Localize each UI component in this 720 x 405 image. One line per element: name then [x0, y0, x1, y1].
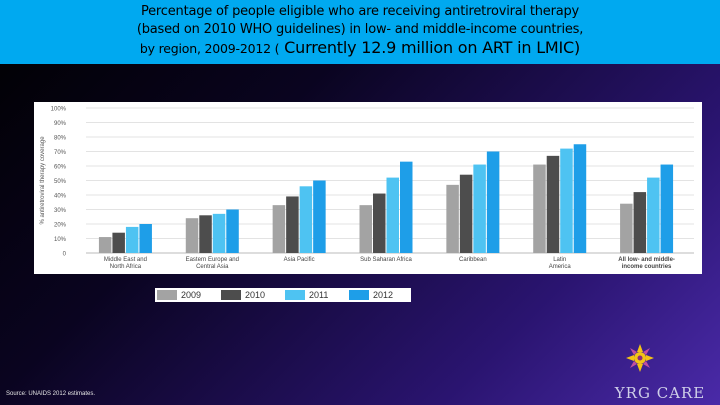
bar-chart: 0 10% 20% 30% 40% 50% 60% 70% 80% 90% 100% % antire…: [40, 107, 694, 270]
logo: YRG CARE: [610, 336, 710, 402]
title-line-3-prefix: by region, 2009-2012 (: [139, 41, 280, 56]
legend-item: 2009: [155, 290, 219, 300]
y-tick-label: 30%: [54, 208, 67, 214]
bar-2010: [286, 196, 299, 253]
category-label: America: [549, 264, 572, 270]
bar-2010: [373, 193, 386, 253]
category-label: All low- and middle-: [618, 257, 675, 263]
y-axis-label: % antiretroviral therapy coverage: [40, 136, 46, 225]
bar-2011: [299, 186, 313, 253]
legend-label: 2011: [309, 290, 329, 300]
legend-swatch: [285, 290, 305, 300]
category-label: North Africa: [110, 264, 142, 270]
legend-item: 2011: [283, 290, 347, 300]
bar-2012: [139, 224, 152, 253]
bar-2009: [98, 237, 112, 253]
y-tick-label: 40%: [54, 194, 67, 200]
y-tick-label: 50%: [54, 179, 67, 185]
bar-2012: [573, 144, 587, 253]
legend-swatch: [221, 290, 241, 300]
bar-2011: [386, 177, 399, 253]
y-tick-label: 10%: [54, 237, 67, 243]
legend-swatch: [157, 290, 177, 300]
bar-2010: [633, 192, 647, 253]
bar-2012: [400, 161, 413, 253]
bar-2011: [125, 226, 139, 253]
bar-2012: [313, 180, 326, 253]
category-label: Eastern Europe and: [186, 257, 239, 263]
source-note: Source: UNAIDS 2012 estimates.: [6, 391, 96, 397]
bar-2009: [533, 164, 546, 253]
title-line-3-highlight: Currently 12.9 million on ART in LMIC): [279, 38, 581, 57]
bar-2009: [359, 205, 372, 253]
category-label: Middle East and: [104, 257, 147, 263]
category-label: Central Asia: [196, 264, 229, 270]
bar-2010: [199, 215, 212, 253]
bar-2012: [660, 164, 674, 253]
bar-2009: [272, 205, 286, 253]
chart-legend: 2009 2010 2011 2012: [155, 288, 411, 302]
category-label: Sub Saharan Africa: [360, 257, 412, 263]
bar-2009: [446, 184, 459, 253]
category-label: Caribbean: [459, 257, 487, 263]
bar-2010: [112, 232, 125, 253]
bar-2012: [226, 209, 239, 253]
category-label: Latin: [553, 257, 566, 263]
category-label: Asia Pacific: [284, 257, 315, 263]
legend-label: 2009: [181, 290, 202, 300]
y-tick-label: 20%: [54, 223, 67, 229]
bar-2011: [212, 213, 226, 253]
title-line-3: by region, 2009-2012 ( Currently 12.9 mi…: [0, 39, 720, 59]
bar-2011: [560, 148, 573, 253]
bar-2010: [459, 174, 473, 253]
legend-swatch: [349, 290, 369, 300]
legend-label: 2012: [373, 290, 394, 300]
bar-2009: [185, 218, 199, 253]
legend-item: 2010: [219, 290, 283, 300]
y-tick-label: 80%: [54, 136, 67, 142]
y-tick-label: 90%: [54, 121, 67, 127]
logo-text: YRG CARE: [614, 384, 706, 402]
bar-2010: [546, 155, 560, 253]
bar-2009: [620, 203, 633, 253]
title-band: Percentage of people eligible who are re…: [0, 0, 720, 64]
lotus-emblem-icon: [626, 344, 654, 372]
y-tick-label: 0: [63, 252, 67, 258]
category-label: income countries: [622, 264, 672, 270]
legend-item: 2012: [347, 290, 411, 300]
legend-label: 2010: [245, 290, 266, 300]
bar-2011: [473, 164, 486, 253]
chart-panel: 0 10% 20% 30% 40% 50% 60% 70% 80% 90% 100% % antire…: [34, 102, 702, 274]
bar-2012: [486, 151, 500, 253]
bar-2011: [647, 177, 660, 253]
y-tick-label: 70%: [54, 150, 67, 156]
y-tick-label: 60%: [54, 165, 67, 171]
y-tick-label: 100%: [51, 107, 67, 113]
title-line-1: Percentage of people eligible who are re…: [140, 4, 580, 19]
title-line-2: (based on 2010 WHO guidelines) in low- a…: [136, 22, 584, 37]
